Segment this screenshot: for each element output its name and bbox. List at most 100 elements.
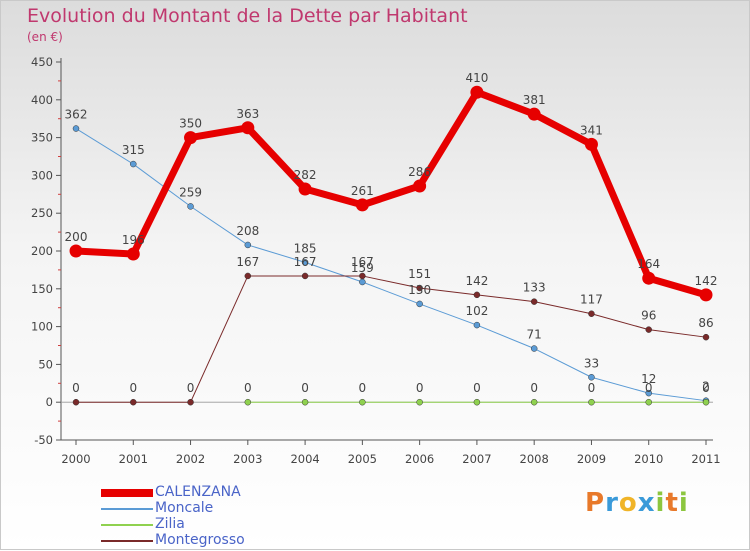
x-tick-label: 2008	[520, 452, 549, 466]
legend-swatch-calenzana	[101, 489, 153, 497]
data-point-moncale	[416, 300, 423, 308]
data-point-moncale	[530, 345, 538, 352]
legend-swatch-moncale	[101, 508, 153, 510]
data-label-calenzana: 261	[351, 184, 374, 198]
data-label-moncale: 12	[641, 372, 656, 386]
data-label-moncale: 33	[584, 356, 599, 370]
legend-item-moncale: Moncale	[101, 500, 301, 517]
data-point-moncale	[187, 203, 194, 210]
data-point-moncale	[301, 259, 309, 266]
data-point-zilia	[473, 398, 481, 406]
data-point-moncale	[473, 321, 481, 329]
data-point-calenzana	[470, 85, 484, 99]
data-point-moncale	[130, 160, 137, 168]
logo-letter: x	[637, 488, 656, 518]
data-point-zilia	[702, 398, 710, 406]
y-tick-label: 400	[31, 93, 53, 107]
data-label-calenzana: 142	[695, 274, 718, 288]
data-label-calenzana: 341	[580, 123, 603, 137]
data-label-zilia: 0	[244, 381, 252, 395]
data-point-montegrosso	[187, 398, 194, 406]
legend-item-calenzana: CALENZANA	[101, 484, 301, 501]
data-point-calenzana	[241, 121, 255, 135]
legend-label-calenzana: CALENZANA	[155, 484, 241, 500]
data-point-zilia	[244, 398, 252, 406]
x-tick-label: 2003	[233, 452, 262, 466]
proxiti-logo: Proxiti	[585, 488, 689, 518]
data-point-moncale	[72, 125, 80, 132]
y-tick-label: 350	[31, 131, 53, 145]
data-point-montegrosso	[130, 398, 137, 406]
data-point-calenzana	[642, 271, 656, 285]
data-label-zilia: 0	[645, 381, 653, 395]
x-tick-label: 2005	[348, 452, 377, 466]
data-label-montegrosso: 0	[187, 381, 195, 395]
logo-letter: o	[618, 488, 638, 518]
y-tick-label: 100	[31, 320, 53, 334]
x-tick-label: 2011	[691, 452, 720, 466]
data-point-montegrosso	[416, 284, 423, 292]
data-label-calenzana: 350	[179, 117, 202, 131]
data-point-calenzana	[126, 247, 140, 261]
x-tick-label: 2001	[119, 452, 148, 466]
data-point-moncale	[645, 389, 652, 397]
data-point-moncale	[588, 374, 595, 381]
legend-label-moncale: Moncale	[155, 500, 214, 516]
data-point-moncale	[244, 241, 252, 249]
legend-swatch-montegrosso	[101, 540, 153, 542]
data-point-moncale	[359, 278, 366, 286]
y-tick-label: 250	[31, 206, 53, 220]
data-label-zilia: 0	[416, 381, 424, 395]
logo-letter: i	[655, 488, 666, 518]
data-label-montegrosso: 117	[580, 293, 603, 307]
chart-unit: (en €)	[27, 30, 63, 44]
chart-title: Evolution du Montant de la Dette par Hab…	[27, 5, 468, 27]
data-point-zilia	[359, 398, 366, 406]
data-point-montegrosso	[244, 272, 252, 280]
data-label-calenzana: 200	[65, 230, 88, 244]
data-label-moncale: 159	[351, 261, 374, 275]
data-label-montegrosso: 142	[465, 274, 488, 288]
data-label-zilia: 0	[301, 381, 309, 395]
data-point-montegrosso	[530, 298, 538, 305]
y-tick-label: 450	[31, 55, 53, 69]
data-point-zilia	[530, 398, 538, 406]
data-point-zilia	[301, 398, 309, 406]
logo-letter: P	[585, 488, 606, 518]
legend-label-zilia: Zilia	[155, 516, 185, 532]
legend: CALENZANA Moncale Zilia Montegrosso	[101, 484, 301, 549]
x-tick-label: 2006	[405, 452, 434, 466]
data-label-calenzana: 286	[408, 165, 431, 179]
legend-item-montegrosso: Montegrosso	[101, 532, 301, 549]
x-tick-label: 2000	[61, 452, 90, 466]
data-point-montegrosso	[301, 272, 309, 280]
data-label-moncale: 71	[527, 328, 542, 342]
data-label-moncale: 130	[408, 283, 431, 297]
data-point-calenzana	[527, 107, 541, 121]
series-line-montegrosso	[75, 275, 707, 403]
legend-label-montegrosso: Montegrosso	[155, 532, 245, 548]
data-point-zilia	[645, 398, 652, 406]
y-tick-label: 150	[31, 282, 53, 296]
data-label-montegrosso: 86	[698, 316, 713, 330]
data-point-calenzana	[69, 244, 83, 258]
data-label-zilia: 0	[702, 381, 710, 395]
data-label-moncale: 362	[65, 108, 88, 122]
data-label-moncale: 208	[236, 224, 259, 238]
data-label-calenzana: 164	[637, 257, 660, 271]
data-label-montegrosso: 0	[129, 381, 137, 395]
data-label-montegrosso: 167	[294, 255, 317, 269]
data-label-zilia: 0	[359, 381, 367, 395]
legend-item-zilia: Zilia	[101, 516, 301, 533]
data-label-montegrosso: 96	[641, 309, 656, 323]
logo-letter: r	[605, 488, 619, 518]
x-tick-label: 2004	[290, 452, 319, 466]
data-label-montegrosso: 167	[351, 255, 374, 269]
data-point-montegrosso	[72, 398, 80, 406]
data-point-calenzana	[184, 131, 198, 145]
data-label-zilia: 0	[530, 381, 538, 395]
data-point-calenzana	[699, 288, 713, 302]
y-tick-label: 0	[46, 395, 53, 409]
x-tick-label: 2010	[634, 452, 663, 466]
